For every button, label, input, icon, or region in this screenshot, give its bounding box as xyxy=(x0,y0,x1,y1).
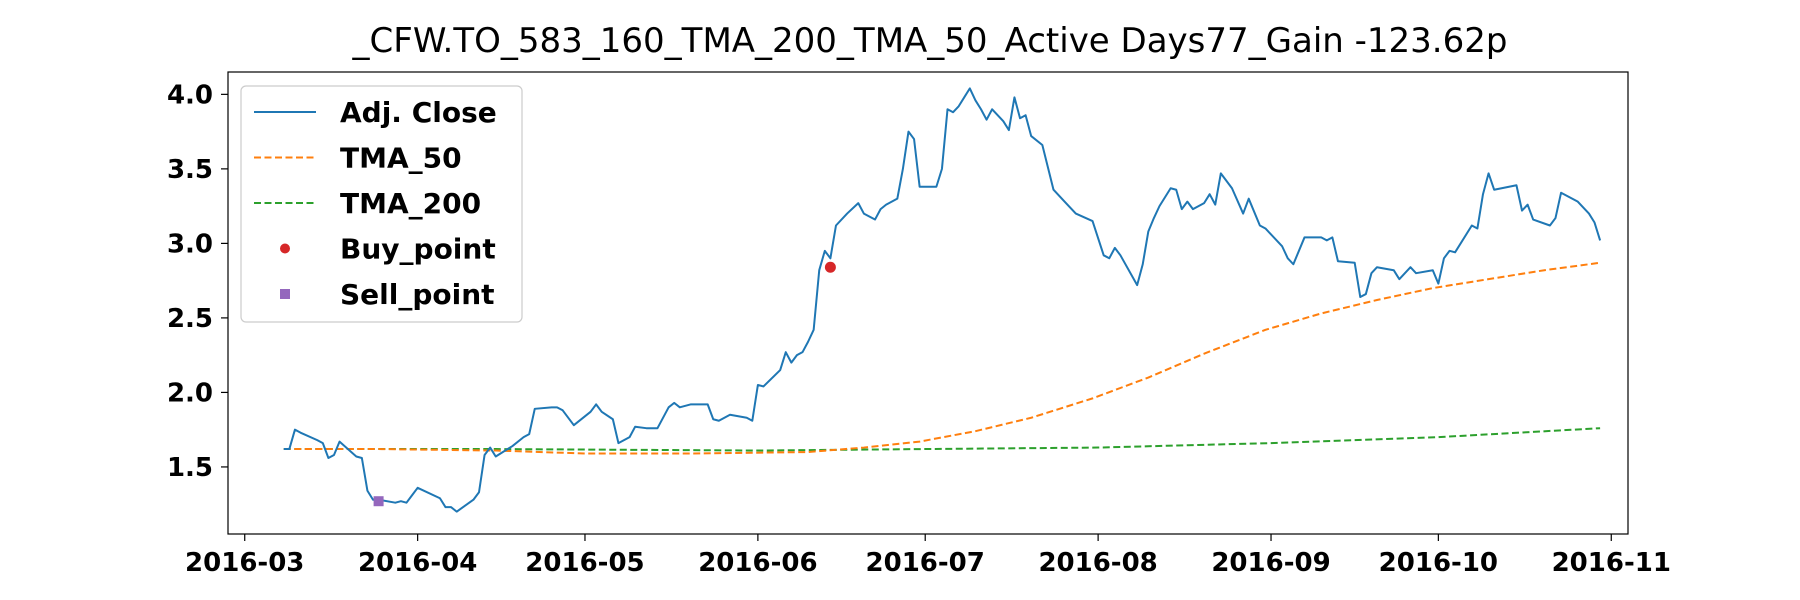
y-tick-label: 1.5 xyxy=(167,453,213,483)
x-tick-label: 2016-10 xyxy=(1379,548,1498,578)
series-line-tma-200 xyxy=(283,427,1601,452)
plot-area xyxy=(283,87,1602,513)
sell-point-marker xyxy=(373,496,384,507)
axes-frame xyxy=(227,71,1629,535)
legend: Adj. Close TMA_50 TMA_200 Buy_point Sell_poi… xyxy=(240,85,523,323)
x-tick-label: 2016-03 xyxy=(185,548,304,578)
x-tick-label: 2016-07 xyxy=(866,548,985,578)
x-tick-label: 2016-08 xyxy=(1038,548,1157,578)
y-tick-label: 3.0 xyxy=(167,229,213,259)
y-tick-label: 2.5 xyxy=(167,304,213,334)
legend-label-tma-200: TMA_200 xyxy=(340,187,481,220)
legend-swatch-buy-point xyxy=(280,243,290,254)
y-tick-label: 3.5 xyxy=(167,155,213,185)
legend-label-tma-50: TMA_50 xyxy=(340,142,462,175)
legend-frame xyxy=(240,85,523,323)
y-tick-label: 4.0 xyxy=(167,80,213,110)
x-tick-label: 2016-09 xyxy=(1211,548,1330,578)
x-tick-label: 2016-06 xyxy=(698,548,817,578)
x-axis: 2016-03 2016-04 2016-05 2016-06 2016-07 2016-… xyxy=(185,534,1671,578)
buy-point-marker xyxy=(824,261,836,273)
series-line-tma-50 xyxy=(283,261,1601,455)
y-axis: 1.5 2.0 2.5 3.0 3.5 4.0 xyxy=(167,80,228,483)
legend-swatch-sell-point xyxy=(280,289,290,299)
x-tick-label: 2016-05 xyxy=(525,548,644,578)
legend-label-adj-close: Adj. Close xyxy=(340,96,497,129)
series-line-adj-close xyxy=(283,87,1602,513)
legend-label-sell-point: Sell_point xyxy=(340,278,495,311)
x-tick-label: 2016-04 xyxy=(358,548,477,578)
x-tick-label: 2016-11 xyxy=(1552,548,1671,578)
y-tick-label: 2.0 xyxy=(167,378,213,408)
legend-label-buy-point: Buy_point xyxy=(340,233,496,266)
chart-title: _CFW.TO_583_160_TMA_200_TMA_50_Active Da… xyxy=(352,21,1508,61)
